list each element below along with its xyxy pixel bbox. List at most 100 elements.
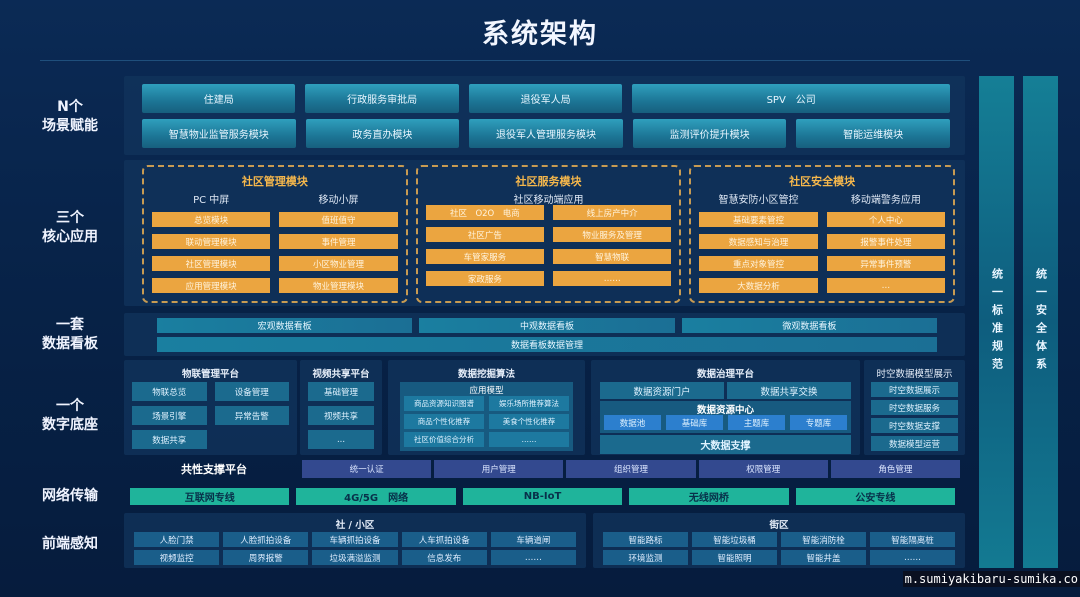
data-mining-title: 数据挖掘算法 xyxy=(457,369,515,380)
sensing-item: 视频监控 xyxy=(134,550,220,565)
mining-item: 娱乐场所推荐算法 xyxy=(489,396,569,411)
video-platform: 视频共享平台 基础管理 视频共享... xyxy=(300,360,382,455)
scene-button: 智能运维模块 xyxy=(796,119,950,148)
core-item: 应用管理模块 xyxy=(152,278,271,293)
sensing-item: 人脸门禁 xyxy=(134,532,220,547)
core-item: 个人中心 xyxy=(826,212,946,227)
column-heading: 移动端警务应用 xyxy=(850,195,921,206)
scene-button: 政务直办模块 xyxy=(305,119,460,148)
core-item: … xyxy=(826,278,946,293)
core-module: 社区服务模块 社区移动端应用 社区 O2O 电商 社区广告 车管家服务 家政服务 线上房产中… xyxy=(415,165,682,303)
core-item: 社区管理模块 xyxy=(152,256,271,271)
scene-button: 行政服务审批局 xyxy=(305,84,459,113)
common-item: 组织管理 xyxy=(566,460,696,478)
sensing-item: 环境监测 xyxy=(603,550,688,565)
core-item: 物业服务及管理 xyxy=(553,227,672,242)
common-item: 用户管理 xyxy=(434,460,564,478)
governance-item: 数据共享交换 xyxy=(727,382,851,399)
core-module-column: 智慧安防小区管控 基础要素管控 数据感知与治理 重点对象管控 大数据分析 xyxy=(699,191,818,293)
sensing-item: 车辆道闸 xyxy=(490,532,577,547)
core-module-column: 移动小屏值班值守事件管理小区物业管理 物业管理模块 xyxy=(279,191,398,293)
core-module-column: 线上房产中介 物业服务及管理 智慧物联 …… xyxy=(553,205,672,286)
board-data-management: 数据看板数据管理 xyxy=(157,337,937,352)
scene-button: 住建局 xyxy=(142,84,296,113)
mining-item: 商品资源知识图谱 xyxy=(404,396,484,411)
core-item: 值班值守 xyxy=(279,212,398,227)
sensing-row: 人脸门禁 人脸抓拍设备 车辆抓拍设备 人车抓拍设备 车辆道闸 xyxy=(134,532,577,547)
community-title: 社 / 小区 xyxy=(335,520,375,531)
core-item: 家政服务 xyxy=(425,271,545,286)
video-item: ... xyxy=(308,430,374,449)
data-mining: 数据挖掘算法 应用模型 商品资源知识图谱 娱乐场所推荐算法 商品个性化推荐 美食个性化… xyxy=(388,360,585,455)
scene-button: 退役军人局 xyxy=(468,84,623,113)
core-item: 物业管理模块 xyxy=(279,278,398,293)
sensing-item: 车辆抓拍设备 xyxy=(312,532,398,547)
core-item: 小区物业管理 xyxy=(279,256,398,271)
spatial-data: 时空数据模型展示 时空数据展示 时空数据服务 时空数据支撑 数据模型运营 xyxy=(864,360,965,455)
iot-item: 场景引擎 xyxy=(132,406,207,425)
core-item: 报警事件处理 xyxy=(826,234,946,249)
sensing-row: 环境监测 智能照明 智能井盖 …… xyxy=(603,550,955,565)
sensing-item: 智能照明 xyxy=(692,550,777,565)
column-heading: 移动小屏 xyxy=(318,195,359,206)
security-system-label: 统一安全体系 xyxy=(1034,268,1048,376)
core-module-columns: PC 中屏 总览模块 联动管理模块 社区管理模块 应用管理模块 移动小屏 值班值守 事件管理小… xyxy=(152,191,398,293)
core-module: 社区管理模块 PC 中屏 总览模块 联动管理模块 社区管理模块 应用管理模块 移动小屏 值班值… xyxy=(142,165,408,303)
mining-item: 美食个性化推荐 xyxy=(489,414,569,429)
sensing-item: 智能路标 xyxy=(603,532,688,547)
core-item: 重点对象管控 xyxy=(699,256,818,271)
sensing-item: 智能隔离桩 xyxy=(870,532,955,547)
layer-label-network: 网络传输 xyxy=(42,488,98,504)
resource-item: 基础库 xyxy=(666,415,723,430)
column-heading: PC 中屏 xyxy=(193,195,230,206)
common-platform-title: 共性支撑平台 xyxy=(181,463,247,476)
network-item: NB-IoT xyxy=(462,488,623,505)
column-heading: 智慧安防小区管控 xyxy=(718,195,799,206)
resource-item: 数据池 xyxy=(604,415,661,430)
layer-label-core: 三个 核心应用 xyxy=(42,210,98,245)
core-module-title: 社区管理模块 xyxy=(241,175,308,188)
resource-item: 主题库 xyxy=(728,415,785,430)
sensing-item: 智能井盖 xyxy=(781,550,866,565)
core-item: 基础要素管控 xyxy=(699,212,818,227)
video-item: 基础管理 xyxy=(308,382,374,401)
iot-item: 物联总览 xyxy=(132,382,207,401)
core-module-column: 移动端警务应用个人中心报警事件处理 异常事件预警 … xyxy=(826,191,946,293)
app-model-title: 应用模型 xyxy=(469,386,504,396)
mining-item: …… xyxy=(489,432,569,447)
sensing-row: 智能路标 智能垃圾桶 智能消防栓 智能隔离桩 xyxy=(603,532,955,547)
scene-button: 退役军人管理服务模块 xyxy=(469,119,623,148)
core-item: 社区 O2O 电商 xyxy=(425,205,545,220)
iot-platform-title: 物联管理平台 xyxy=(181,369,239,380)
core-item: 联动管理模块 xyxy=(152,234,271,249)
standard-spec-bar: 统一标准规范 xyxy=(979,76,1014,568)
core-item: 大数据分析 xyxy=(699,278,818,293)
sensing-item: 智能垃圾桶 xyxy=(692,532,777,547)
network-item: 互联网专线 xyxy=(130,488,290,505)
resource-center-title: 数据资源中心 xyxy=(696,405,754,416)
data-board: 中观数据看板 xyxy=(419,318,675,333)
sensing-item: 人脸抓拍设备 xyxy=(223,532,309,547)
iot-platform: 物联管理平台 物联总览 设备管理 场景引擎 异常告警 数据共享 xyxy=(124,360,297,455)
scenes-panel: 住建局 行政服务审批局 退役军人局 SPV 公司 智慧物业监管服务模块 政务直办模块 退役… xyxy=(124,76,965,155)
layer-label-sensing: 前端感知 xyxy=(42,536,98,552)
network-item: 4G/5G 网络 xyxy=(296,488,456,505)
scene-button: 监测评价提升模块 xyxy=(632,119,787,148)
data-governance: 数据治理平台 数据资源门户 数据共享交换 数据资源中心 数据池 基础库 主题库 专题库 … xyxy=(591,360,860,455)
data-board: 微观数据看板 xyxy=(681,318,937,333)
street-sensing: 街区 智能路标 智能垃圾桶 智能消防栓 智能隔离桩 环境监测 智能照明 智能井盖 …… xyxy=(593,513,965,568)
common-item: 角色管理 xyxy=(830,460,961,478)
core-module-title: 社区安全模块 xyxy=(789,175,856,188)
sensing-row: 视频监控 周界报警 垃圾满溢监测 信息发布…… xyxy=(134,550,577,565)
network-item: 公安专线 xyxy=(795,488,956,505)
iot-item: 数据共享 xyxy=(132,430,207,449)
core-item: 异常事件预警 xyxy=(826,256,946,271)
page-title: 系统架构 xyxy=(482,19,598,50)
common-item: 统一认证 xyxy=(302,460,432,478)
core-module-heading: 社区移动端应用 xyxy=(513,195,584,206)
spatial-item: 时空数据支撑 xyxy=(871,418,958,433)
sensing-item: …… xyxy=(870,550,955,565)
core-item: 事件管理 xyxy=(279,234,398,249)
scene-button: 智慧物业监管服务模块 xyxy=(142,119,296,148)
scene-button: SPV 公司 xyxy=(632,84,950,113)
